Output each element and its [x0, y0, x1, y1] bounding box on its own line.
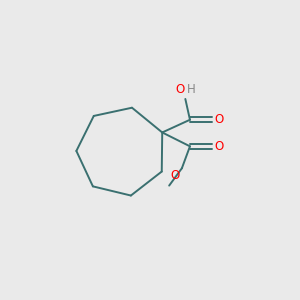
Text: O: O — [214, 113, 224, 126]
Text: H: H — [187, 82, 195, 95]
Text: O: O — [214, 140, 224, 153]
Text: O: O — [170, 169, 180, 182]
Text: O: O — [175, 83, 184, 96]
